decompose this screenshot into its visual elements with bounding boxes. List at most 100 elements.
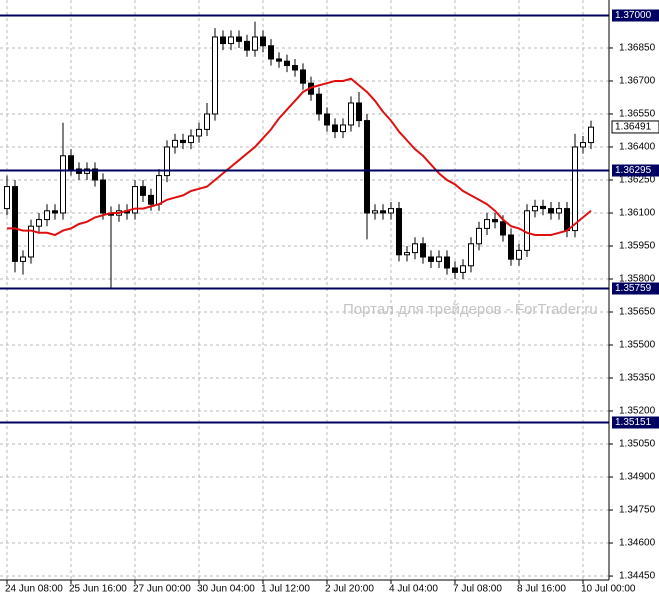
candle-body [132, 186, 138, 214]
level-label-box [612, 416, 659, 429]
candle-body [476, 227, 482, 245]
y-tick-label: 1.36850 [619, 43, 656, 54]
price-label-box [611, 120, 659, 134]
candle-body [140, 186, 146, 196]
candle-body [100, 179, 106, 214]
level-label-box [612, 164, 659, 177]
x-tick-label: 30 Jun 04:00 [197, 584, 255, 595]
grid-layer [0, 0, 609, 580]
candle-body [548, 208, 554, 214]
y-tick-label: 1.35800 [619, 274, 656, 285]
y-tick-label: 1.36100 [619, 208, 656, 219]
candle-body [396, 208, 402, 256]
x-tick-label: 2 Jul 20:00 [325, 584, 374, 595]
candle-body [492, 219, 498, 223]
candle-body [372, 210, 378, 214]
candle-body [580, 142, 586, 148]
candle-body [236, 36, 242, 42]
plot-layer [0, 14, 609, 424]
y-tick-label: 1.34450 [619, 571, 656, 582]
x-tick-label: 4 Jul 04:00 [389, 584, 438, 595]
candle-body [68, 155, 74, 170]
candle-body [540, 205, 546, 210]
candle-body [36, 219, 42, 227]
candle-body [524, 210, 530, 251]
candle-body [332, 124, 338, 133]
x-tick-label: 10 Jul 00:00 [581, 584, 636, 595]
candle-body [404, 252, 410, 256]
candle-body [468, 243, 474, 267]
candle-body [428, 256, 434, 262]
y-tick-label: 1.35500 [619, 340, 656, 351]
candle-body [444, 256, 450, 269]
candle-body [252, 36, 258, 51]
candle-body [284, 60, 290, 67]
candle-body [572, 146, 578, 232]
y-tick-label: 1.34750 [619, 505, 656, 516]
level-label: 1.35151 [615, 417, 652, 428]
x-tick-label: 25 Jun 16:00 [69, 584, 127, 595]
candle-body [188, 135, 194, 144]
candle-body [12, 186, 18, 262]
candle-body [556, 208, 562, 214]
candle-body [316, 93, 322, 115]
y-tick-label: 1.36550 [619, 109, 656, 120]
moving-average [7, 77, 592, 237]
level-label-box [612, 9, 659, 22]
x-tick-label: 24 Jun 08:00 [5, 584, 63, 595]
candle-body [228, 36, 234, 45]
candle-body [516, 249, 522, 260]
candle-body [412, 243, 418, 254]
x-tick-label: 1 Jul 12:00 [261, 584, 310, 595]
candle-body [436, 256, 442, 262]
x-tick-label: 27 Jun 00:00 [133, 584, 191, 595]
y-tick-label: 1.35200 [619, 406, 656, 417]
candle-body [300, 69, 306, 84]
candle-body [44, 210, 50, 221]
y-tick-label: 1.36250 [619, 175, 656, 186]
candle-body [460, 265, 466, 273]
level-label: 1.35759 [615, 283, 652, 294]
y-tick-label: 1.36400 [619, 142, 656, 153]
level-label-box [612, 282, 659, 295]
candle-body [204, 113, 210, 130]
candle-body [92, 168, 98, 181]
candle-body [276, 58, 282, 62]
candle-body [588, 126, 594, 144]
candle-body [364, 120, 370, 214]
y-tick-label: 1.34600 [619, 538, 656, 549]
candle-body [380, 210, 386, 214]
x-tick-label: 8 Jul 16:00 [517, 584, 566, 595]
axis-layer: 1.34450 1.34600 1.34750 1.34900 1.35050 1.352… [5, 9, 659, 595]
candle-body [244, 40, 250, 51]
candle-body [212, 36, 218, 115]
candle-body [164, 146, 170, 177]
candle-body [292, 65, 298, 71]
candle-body [388, 208, 394, 214]
candle-body [28, 225, 34, 258]
candle-body [500, 221, 506, 236]
candle-body [268, 45, 274, 60]
watermark: Портал для трейдеров - ForTrader.ru [343, 301, 598, 318]
level-label: 1.36295 [615, 165, 652, 176]
candle-body [356, 102, 362, 122]
candle-body [60, 155, 66, 214]
candle-body [180, 139, 186, 144]
y-tick-label: 1.35950 [619, 241, 656, 252]
candle-body [564, 208, 570, 232]
y-tick-label: 1.35050 [619, 439, 656, 450]
candle-body [452, 267, 458, 273]
candle-body [340, 124, 346, 133]
candle-body [420, 243, 426, 258]
candle-body [20, 256, 26, 262]
candle-body [532, 205, 538, 212]
candle-body [324, 113, 330, 126]
candle-body [220, 36, 226, 45]
y-tick-label: 1.34900 [619, 472, 656, 483]
level-label: 1.37000 [615, 10, 652, 21]
candle-body [508, 234, 514, 260]
candle-body [148, 194, 154, 205]
